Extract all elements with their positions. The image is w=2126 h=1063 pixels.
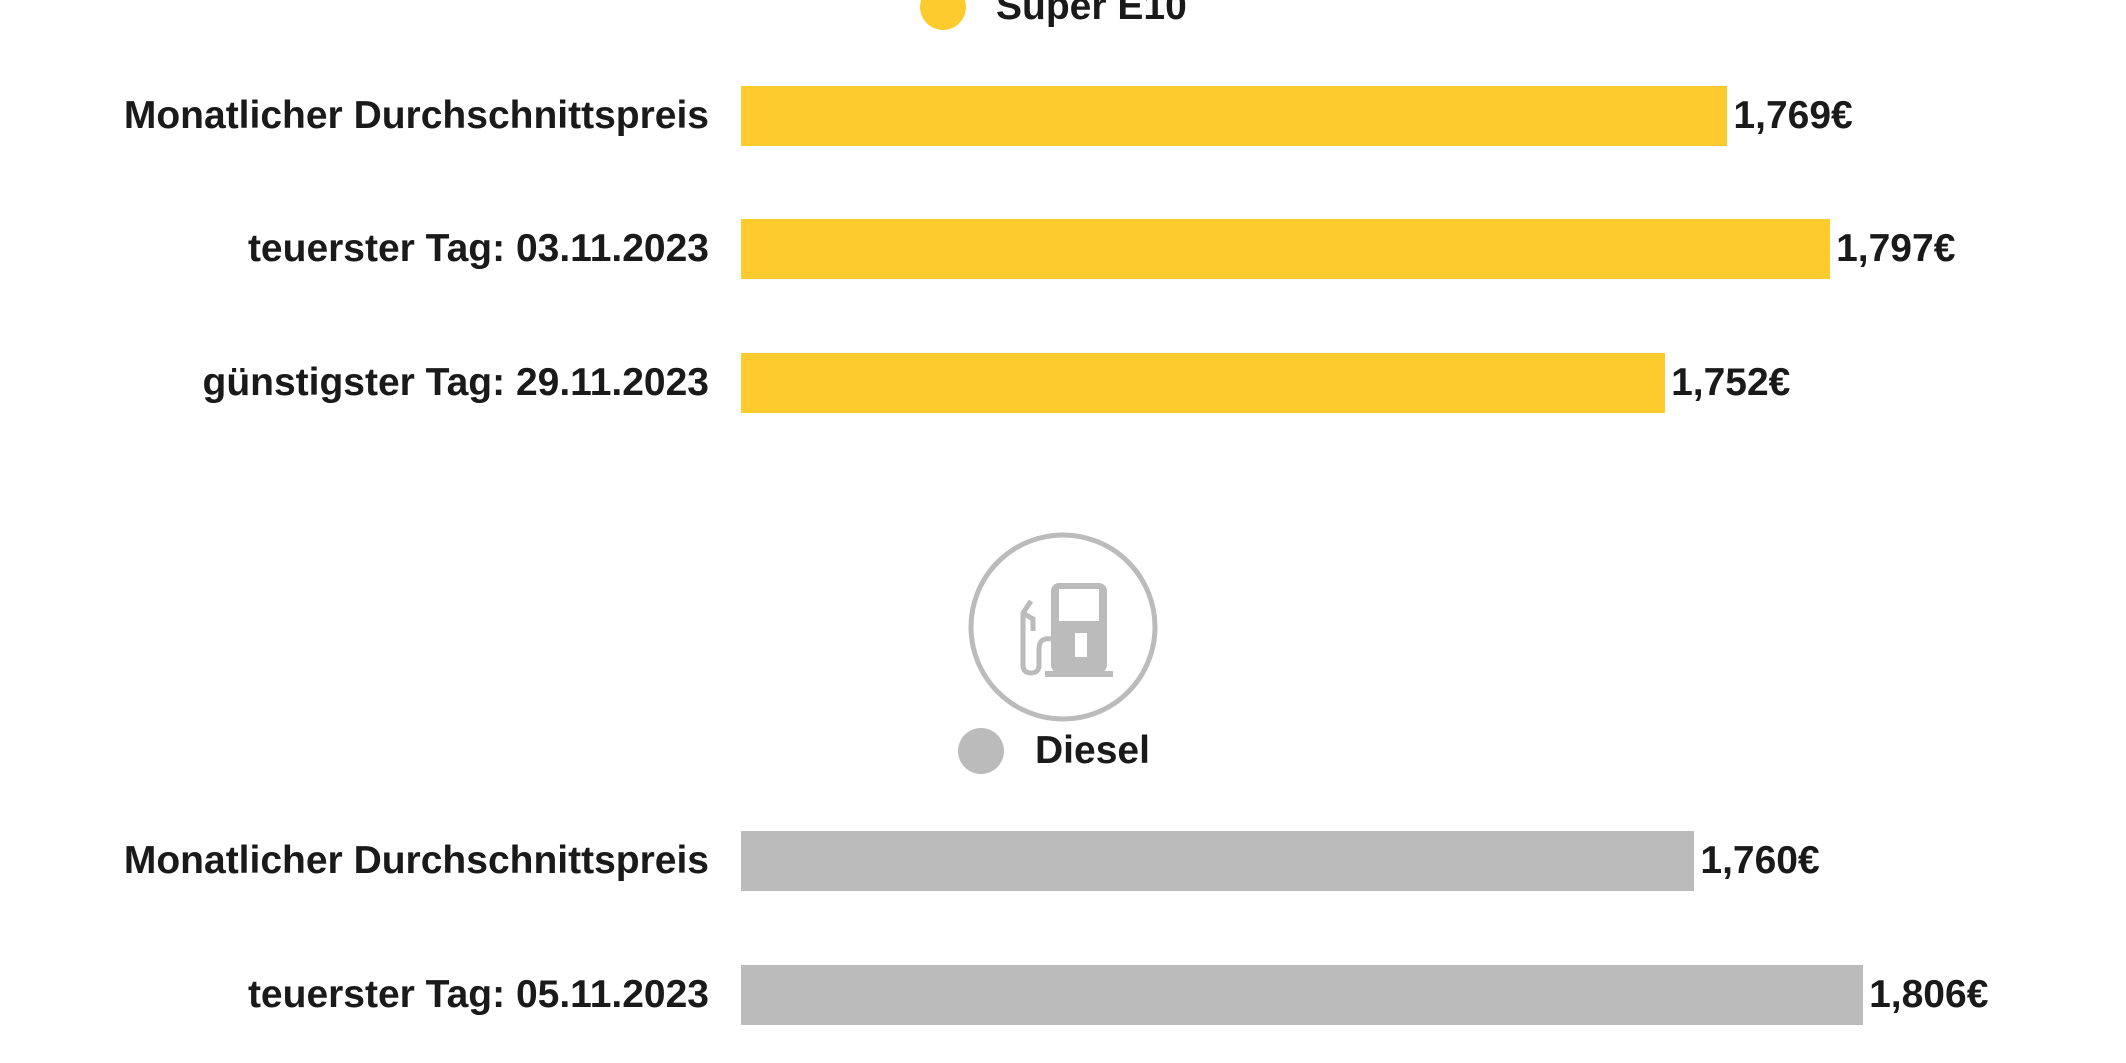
- bar-category-label: Monatlicher Durchschnittspreis: [123, 94, 709, 137]
- bar-category-label: Monatlicher Durchschnittspreis: [123, 839, 709, 882]
- bar-value-label: 1,797€: [1836, 227, 1956, 270]
- legend-label-diesel: Diesel: [1035, 729, 1150, 772]
- bar-value-label: 1,752€: [1671, 361, 1791, 404]
- bar: [741, 219, 1831, 279]
- bar-value-label: 1,769€: [1733, 94, 1853, 137]
- bar: [741, 965, 1864, 1025]
- legend-dot-diesel: [958, 728, 1004, 774]
- legend-dot-super-e10: [920, 0, 966, 30]
- legend-label-super-e10: Super E10: [996, 0, 1187, 28]
- bar: [741, 831, 1695, 891]
- bar-value-label: 1,806€: [1869, 973, 1989, 1016]
- bar-category-label: teuerster Tag: 03.11.2023: [247, 227, 709, 270]
- bar-category-label: günstigster Tag: 29.11.2023: [202, 361, 710, 404]
- bar: [741, 353, 1666, 413]
- bar-category-label: teuerster Tag: 05.11.2023: [247, 973, 709, 1016]
- fuel-pump-icon: [968, 532, 1158, 722]
- bar-value-label: 1,760€: [1700, 839, 1820, 882]
- bar: [741, 86, 1728, 146]
